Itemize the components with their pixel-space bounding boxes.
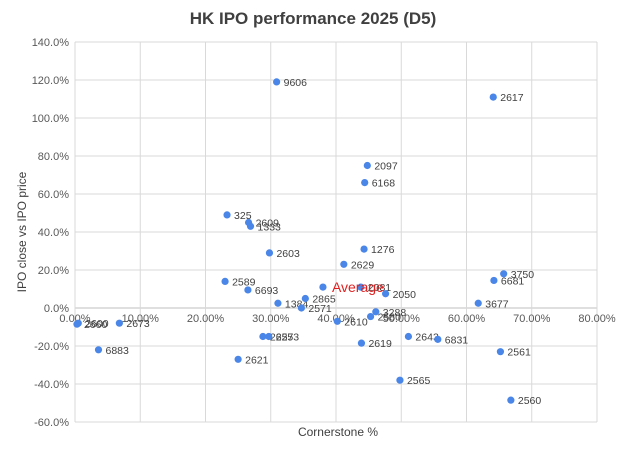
y-tick-label: 60.0% [38,189,69,201]
data-point [301,294,309,303]
data-point [259,332,267,341]
data-point [273,78,281,86]
data-point-label: 2561 [507,347,531,359]
data-point [333,317,341,325]
x-tick-label: 50.00% [383,313,421,325]
data-point-label: 2600 [85,318,109,330]
data-point-label: 2629 [351,259,375,271]
data-point-label: 2050 [393,289,417,301]
y-axis-title: IPO close vs IPO price [15,171,29,292]
data-point-label: 2097 [374,161,398,173]
data-point-label: 2571 [308,303,332,315]
data-point-label: 6168 [372,178,396,190]
data-point-label: 2865 [312,294,336,306]
y-tick-label: 100.0% [32,113,70,125]
data-point [265,332,273,341]
data-point-label: 1333 [258,221,282,233]
data-point [396,376,404,384]
y-tick-label: 80.0% [38,151,69,163]
data-point-label: 2621 [245,354,269,366]
chart-title: HK IPO performance 2025 (D5) [190,9,437,28]
data-point-label: 2625 [270,332,294,344]
y-tick-label: -40.0% [34,379,69,391]
data-point-label: 2603 [276,248,300,260]
data-point [357,339,366,347]
data-point-label: 2617 [500,92,524,104]
average-label: Average [332,279,384,295]
data-point-label: 6831 [445,334,469,346]
y-tick-label: 20.0% [38,265,69,277]
axis-ticks: -60.0% -40.0% -20.0% 0.0% 20.0% 40.0% 60.0% 80.… [32,37,616,429]
data-point [115,319,123,327]
data-point [361,179,369,187]
data-point-label: 2560 [518,395,542,407]
data-point-label: 2573 [276,332,300,344]
x-tick-label: 80.00% [578,313,616,325]
data-point-label: 2660 [84,319,108,331]
data-point [244,286,252,294]
data-point-label: 6681 [501,275,525,287]
data-point [73,320,81,328]
data-point-label: 2619 [368,338,392,350]
x-tick-label: 60.00% [448,313,486,325]
y-tick-label: -20.0% [34,341,69,353]
data-point [274,299,282,307]
x-tick-label: 20.00% [187,313,225,325]
data-point-label: 3677 [485,298,509,310]
data-point [340,260,348,268]
y-tick-label: -60.0% [34,417,69,429]
data-point-label: 2673 [126,318,150,330]
data-point [507,396,515,404]
data-point [363,161,371,170]
data-point-label: 3750 [511,269,535,281]
data-point [434,335,442,343]
data-point [404,332,413,341]
x-tick-label: 0.00% [59,313,90,325]
data-point [234,355,242,363]
average-point [319,283,327,291]
data-point-label: 1276 [371,244,395,256]
data-point [360,245,368,253]
data-point-label: 3288 [383,307,407,319]
y-tick-label: 40.0% [38,227,69,239]
data-point [381,290,390,298]
data-point-label: 6883 [105,345,129,357]
x-tick-label: 70.00% [513,313,551,325]
data-point-label: 2609 [256,218,280,230]
data-point [297,304,306,312]
data-point-label: 2589 [232,276,256,288]
data-point [366,312,375,321]
data-point [490,276,498,285]
data-point [246,222,255,230]
data-point-label: 9606 [284,77,308,89]
x-tick-label: 10.00% [122,313,160,325]
data-point [221,277,229,285]
data-point [474,299,482,307]
data-point [357,283,365,291]
data-point [223,211,231,219]
data-point-label: 2643 [415,332,439,344]
y-tick-label: 140.0% [32,37,70,49]
data-point [94,346,103,354]
data-point-label: 2580 [378,312,402,324]
data-point-label: 2565 [407,375,431,387]
data-point-label: 325 [234,210,252,222]
data-point-label: 6693 [255,285,279,297]
y-tick-label: 0.0% [44,303,69,315]
x-tick-label: 30.00% [252,313,290,325]
x-axis-title: Cornerstone % [298,425,378,439]
y-tick-label: 120.0% [32,75,70,87]
data-point [496,348,505,356]
data-point [372,308,380,316]
grid-lines [74,41,598,423]
data-point [500,270,508,278]
data-point [265,249,274,257]
data-point-label: 2610 [344,316,368,328]
data-point [489,93,497,101]
